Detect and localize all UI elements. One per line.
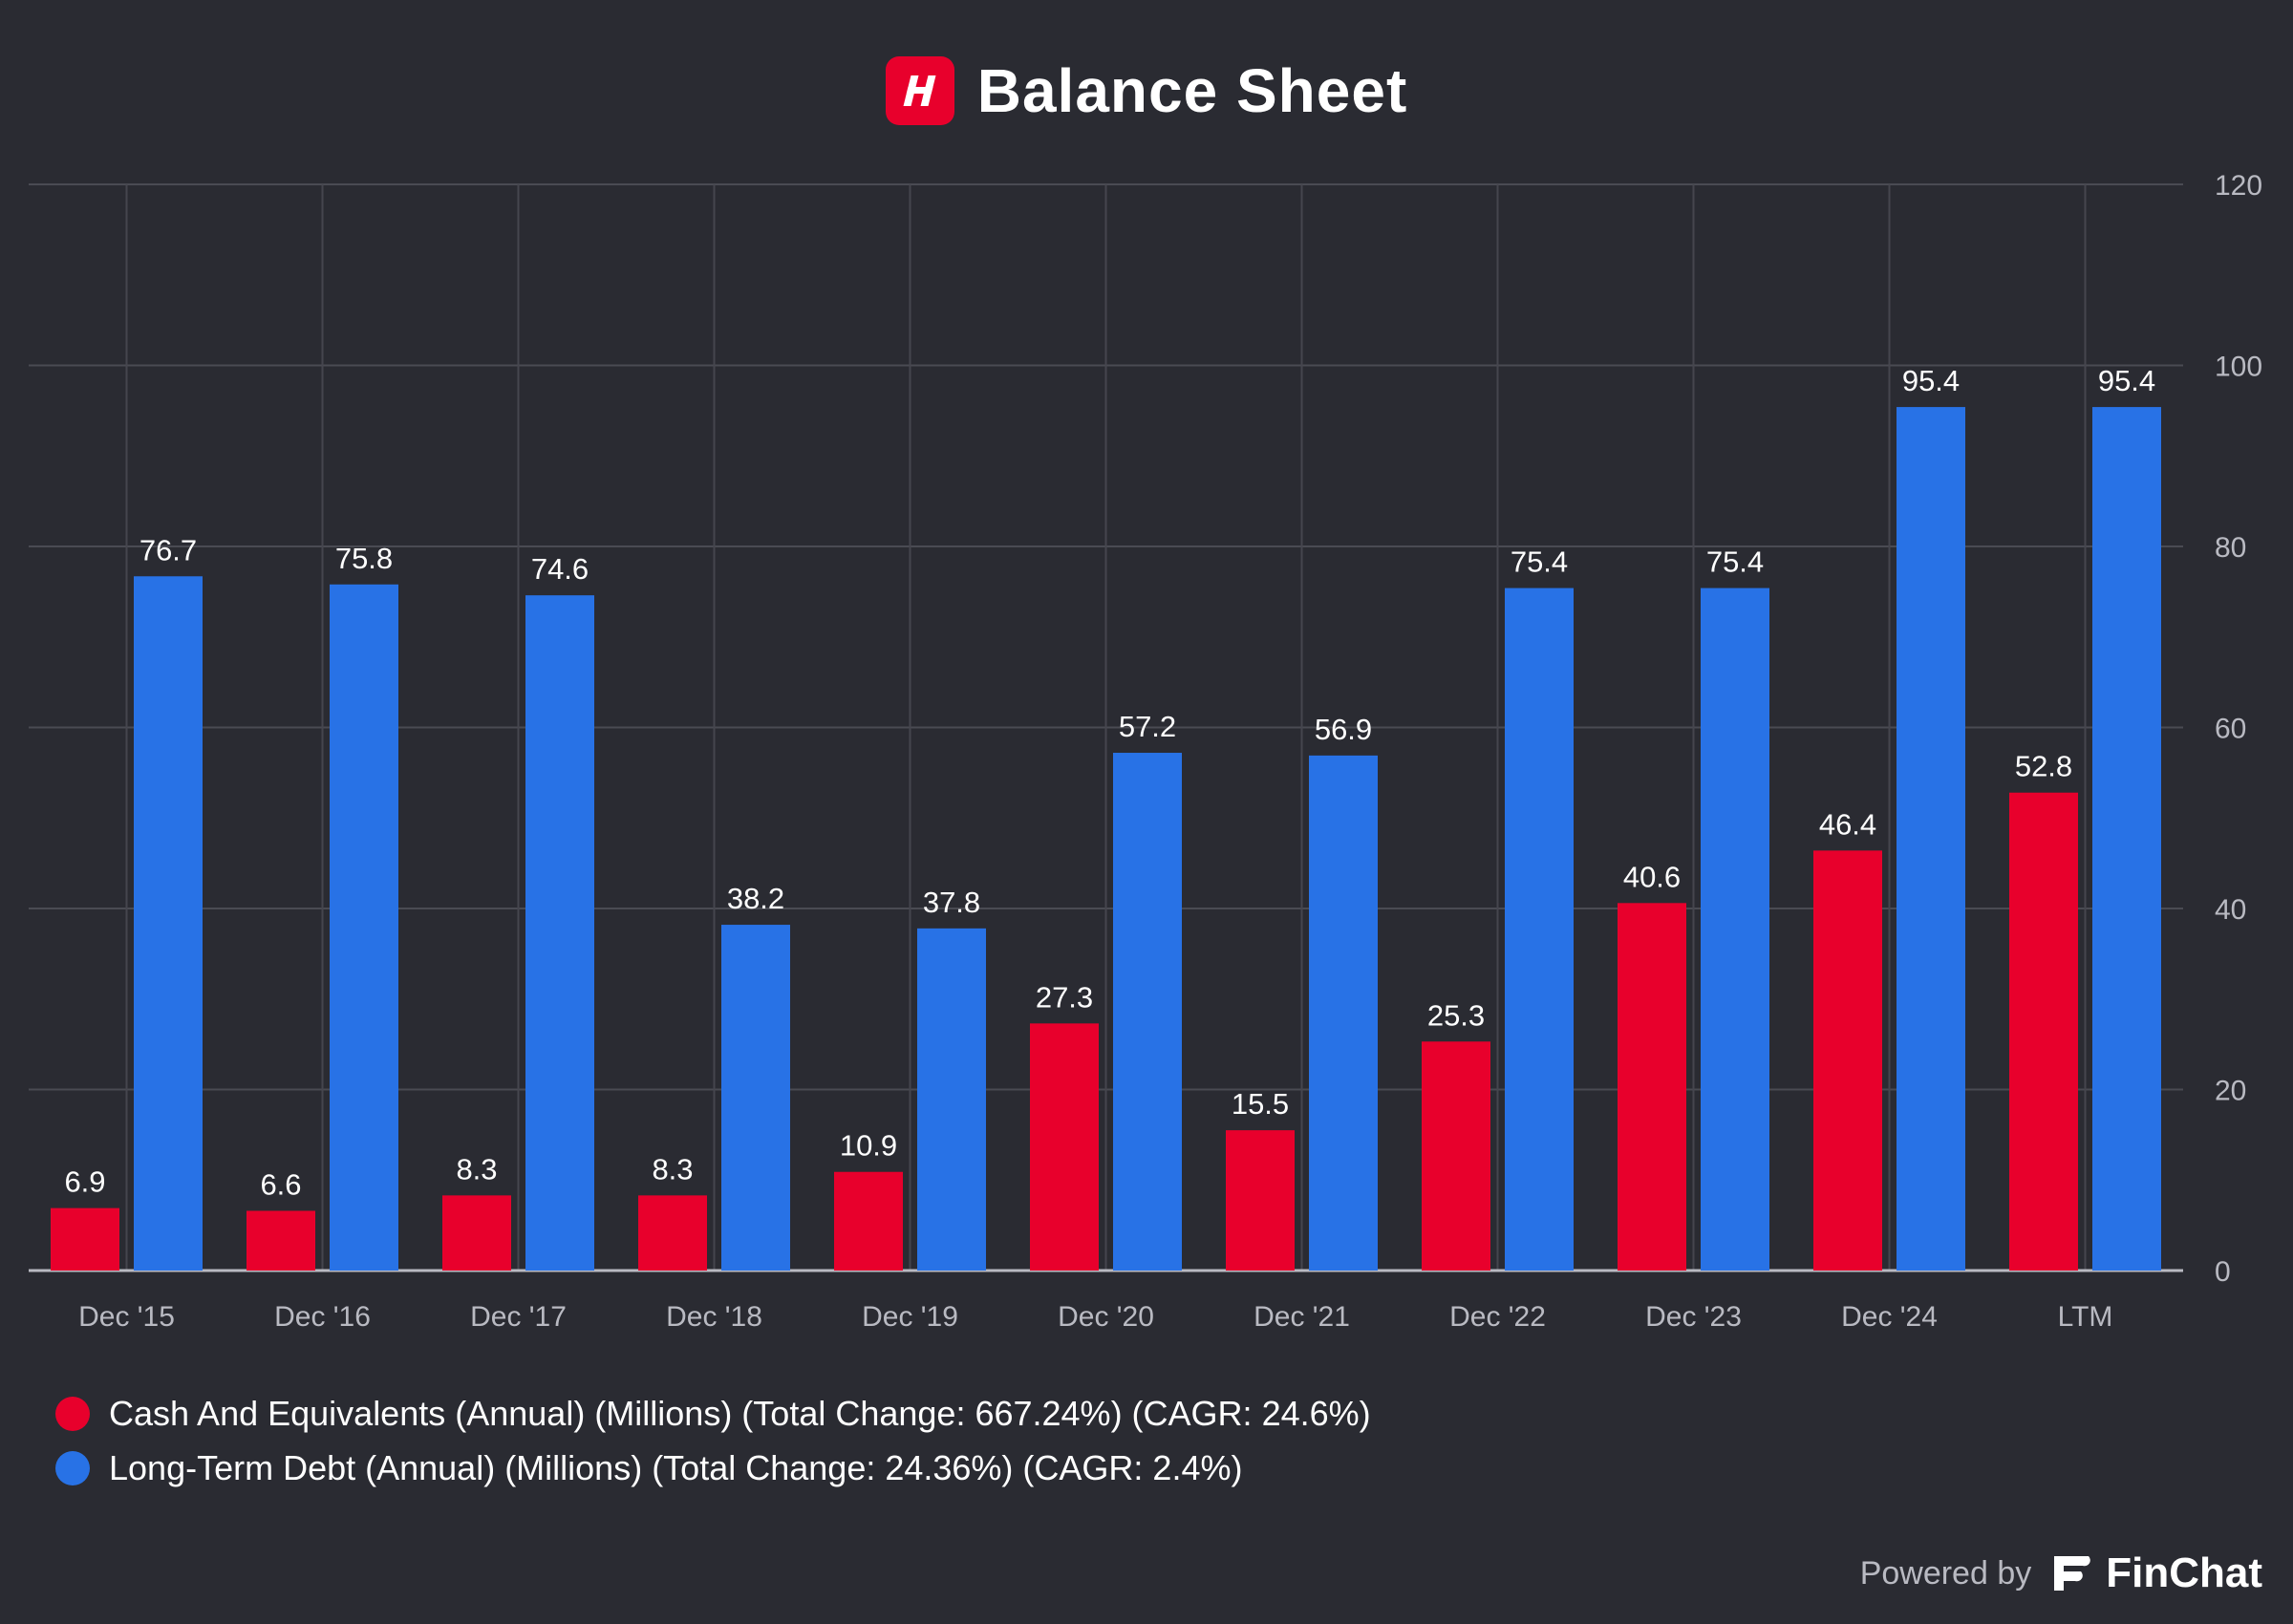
data-label: 8.3 (652, 1152, 693, 1186)
x-tick-label: Dec '17 (470, 1301, 567, 1333)
bar-debt (917, 928, 986, 1271)
bar-debt (2092, 407, 2161, 1271)
x-tick-label: Dec '15 (78, 1301, 175, 1333)
data-label: 95.4 (1902, 364, 1960, 397)
bar-cash (2009, 792, 2078, 1271)
bar-cash (834, 1171, 903, 1271)
y-tick-label: 120 (2215, 170, 2262, 202)
bar-cash (638, 1195, 707, 1271)
data-label: 27.3 (1036, 980, 1093, 1014)
data-label: 52.8 (2015, 750, 2072, 783)
data-label: 15.5 (1232, 1087, 1289, 1121)
bar-debt (1505, 588, 1574, 1271)
data-label: 75.4 (1511, 545, 1568, 579)
finchat-logo-icon (2054, 1556, 2091, 1591)
legend-dot-cash (55, 1397, 90, 1431)
data-label: 75.8 (335, 542, 393, 575)
y-tick-label: 80 (2215, 532, 2246, 564)
data-label: 8.3 (456, 1152, 497, 1186)
bar-debt (330, 584, 398, 1271)
data-label: 10.9 (840, 1129, 897, 1163)
x-tick-label: Dec '22 (1449, 1301, 1546, 1333)
data-label: 37.8 (923, 886, 980, 919)
bar-cash (1422, 1041, 1490, 1271)
legend-dot-debt (55, 1451, 90, 1485)
x-tick-label: Dec '18 (666, 1301, 762, 1333)
data-label: 57.2 (1119, 710, 1176, 743)
y-tick-label: 60 (2215, 714, 2246, 745)
chart-header: Balance Sheet (0, 53, 2293, 129)
data-label: 6.6 (260, 1167, 301, 1201)
data-label: 40.6 (1623, 860, 1681, 893)
company-logo (885, 56, 954, 125)
bar-debt (721, 925, 790, 1271)
bar-debt (1113, 753, 1182, 1271)
legend-label-debt: Long-Term Debt (Annual) (Millions) (Tota… (109, 1448, 1243, 1487)
chart-title: Balance Sheet (976, 56, 1408, 125)
x-tick-label: Dec '16 (274, 1301, 371, 1333)
bar-debt (525, 595, 594, 1271)
bar-debt (1897, 407, 1965, 1271)
bar-debt (134, 576, 203, 1271)
y-tick-label: 20 (2215, 1076, 2246, 1107)
bar-debt (1701, 588, 1769, 1271)
x-tick-label: Dec '23 (1645, 1301, 1742, 1333)
x-tick-label: LTM (2058, 1301, 2113, 1333)
data-label: 74.6 (531, 552, 589, 586)
bar-cash (442, 1195, 511, 1271)
legend-item-cash[interactable]: Cash And Equivalents (Annual) (Millions)… (55, 1390, 1371, 1438)
data-label: 75.4 (1706, 545, 1764, 579)
legend-item-debt[interactable]: Long-Term Debt (Annual) (Millions) (Tota… (55, 1444, 1242, 1492)
legend-label-cash: Cash And Equivalents (Annual) (Millions)… (109, 1394, 1371, 1433)
data-label: 46.4 (1819, 807, 1876, 841)
bar-cash (1226, 1130, 1295, 1271)
y-tick-label: 0 (2215, 1256, 2231, 1288)
data-label: 6.9 (64, 1165, 105, 1199)
x-tick-label: Dec '24 (1841, 1301, 1938, 1333)
bar-cash (1813, 850, 1882, 1271)
data-label: 56.9 (1315, 713, 1372, 746)
powered-by-text: Powered by (1859, 1554, 2032, 1592)
brand-name: FinChat (2106, 1549, 2262, 1596)
x-tick-label: Dec '19 (862, 1301, 958, 1333)
data-label: 95.4 (2098, 364, 2155, 397)
bar-cash (51, 1207, 119, 1271)
bar-cash (246, 1210, 315, 1271)
x-tick-label: Dec '21 (1254, 1301, 1350, 1333)
data-label: 25.3 (1427, 998, 1485, 1032)
bar-cash (1030, 1023, 1099, 1271)
data-label: 38.2 (727, 882, 784, 915)
y-tick-label: 100 (2215, 352, 2262, 383)
bar-cash (1618, 903, 1686, 1271)
x-tick-label: Dec '20 (1058, 1301, 1154, 1333)
bar-chart: 0 20 40 60 80 100 120 6.9 76.7 Dec '15 6.6 75.8 Dec … (29, 170, 2262, 1333)
bar-debt (1309, 755, 1378, 1271)
footer-attribution: Powered by FinChat (1860, 1549, 2262, 1597)
h-logo-icon (903, 75, 936, 106)
data-label: 76.7 (139, 533, 197, 566)
y-tick-label: 40 (2215, 894, 2246, 926)
